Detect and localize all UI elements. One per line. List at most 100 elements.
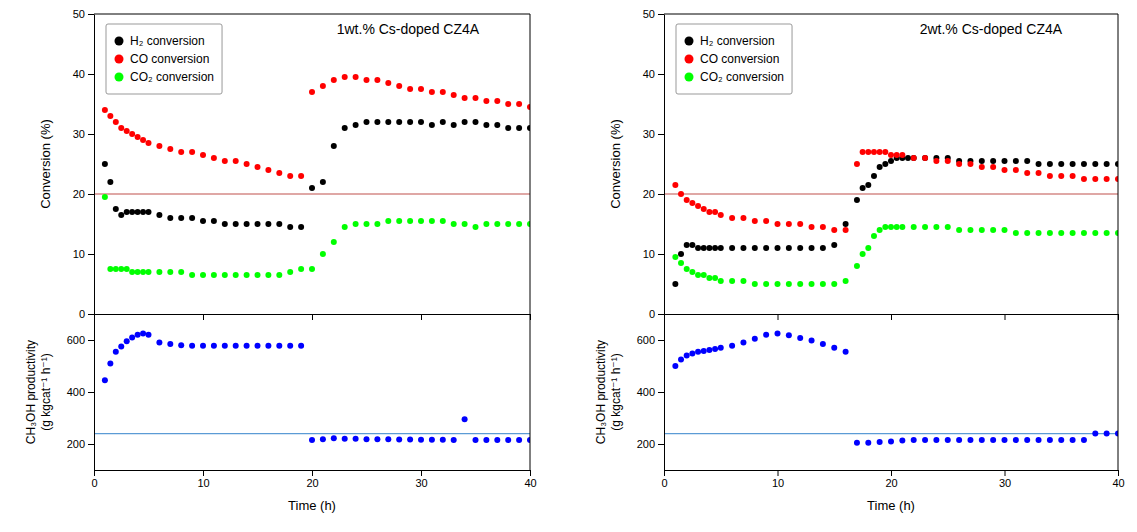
point bbox=[684, 242, 690, 248]
tick: 600 bbox=[67, 334, 94, 346]
tick-label: 10 bbox=[772, 477, 784, 489]
point bbox=[701, 206, 707, 212]
point bbox=[945, 158, 951, 164]
point bbox=[718, 212, 724, 218]
point bbox=[462, 416, 468, 422]
point bbox=[854, 440, 860, 446]
tick: 20 bbox=[643, 188, 664, 200]
point bbox=[752, 245, 758, 251]
tick-mark bbox=[88, 134, 94, 135]
point bbox=[462, 221, 468, 227]
tick-label: 40 bbox=[643, 68, 655, 80]
point bbox=[385, 80, 391, 86]
reference-line bbox=[94, 433, 530, 434]
y-axis: 200400600 bbox=[637, 315, 665, 471]
point bbox=[222, 221, 228, 227]
point bbox=[396, 218, 402, 224]
tick: 10 bbox=[73, 248, 94, 260]
tick bbox=[312, 314, 313, 320]
point bbox=[786, 245, 792, 251]
reference-line bbox=[94, 193, 530, 194]
point bbox=[672, 281, 678, 287]
point bbox=[1036, 170, 1042, 176]
point bbox=[729, 278, 735, 284]
point bbox=[922, 155, 928, 161]
point bbox=[752, 336, 758, 342]
tick-mark bbox=[891, 314, 892, 320]
point bbox=[967, 437, 973, 443]
point bbox=[956, 227, 962, 233]
tick-label: 600 bbox=[637, 334, 655, 346]
point bbox=[364, 119, 370, 125]
point bbox=[740, 215, 746, 221]
point bbox=[374, 77, 380, 83]
tick-mark bbox=[1005, 314, 1006, 320]
point bbox=[483, 221, 489, 227]
point bbox=[113, 266, 119, 272]
legend-box bbox=[676, 24, 792, 94]
point bbox=[429, 437, 435, 443]
x-axis-title: Time (h) bbox=[288, 498, 336, 513]
point bbox=[451, 122, 457, 128]
plot-area bbox=[664, 331, 1118, 446]
point bbox=[877, 439, 883, 445]
point bbox=[298, 173, 304, 179]
point bbox=[342, 74, 348, 80]
legend-swatch bbox=[115, 37, 124, 46]
tick-mark bbox=[658, 444, 664, 445]
tick: 20 bbox=[73, 188, 94, 200]
point bbox=[451, 437, 457, 443]
point bbox=[473, 95, 479, 101]
point bbox=[233, 158, 239, 164]
reference-line bbox=[664, 193, 1118, 194]
point bbox=[516, 437, 522, 443]
point bbox=[113, 206, 119, 212]
legend-box bbox=[106, 24, 222, 94]
tick bbox=[778, 314, 779, 320]
point bbox=[860, 149, 866, 155]
point bbox=[877, 164, 883, 170]
point bbox=[156, 212, 162, 218]
tick-mark bbox=[88, 74, 94, 75]
point bbox=[871, 233, 877, 239]
tick: 40 bbox=[524, 470, 536, 489]
point bbox=[374, 436, 380, 442]
point bbox=[505, 437, 511, 443]
point bbox=[786, 221, 792, 227]
point bbox=[905, 155, 911, 161]
point bbox=[786, 281, 792, 287]
point bbox=[956, 437, 962, 443]
point bbox=[809, 338, 815, 344]
tick: 0 bbox=[661, 470, 667, 489]
point bbox=[429, 89, 435, 95]
tick-mark bbox=[658, 340, 664, 341]
point bbox=[990, 437, 996, 443]
tick: 10 bbox=[772, 470, 784, 489]
point bbox=[364, 221, 370, 227]
tick: 30 bbox=[73, 128, 94, 140]
axis-line bbox=[664, 315, 665, 471]
point bbox=[945, 224, 951, 230]
legend: H₂ conversionCO conversionCO₂ conversion bbox=[676, 24, 792, 94]
tick-mark bbox=[312, 470, 313, 476]
plot-area bbox=[94, 331, 530, 444]
point bbox=[967, 161, 973, 167]
point bbox=[990, 158, 996, 164]
tick-mark bbox=[778, 470, 779, 476]
point bbox=[672, 182, 678, 188]
tick-mark bbox=[658, 392, 664, 393]
point bbox=[331, 77, 337, 83]
point bbox=[1081, 161, 1087, 167]
point bbox=[689, 242, 695, 248]
tick-label: 30 bbox=[999, 477, 1011, 489]
legend-label: CO conversion bbox=[130, 52, 209, 66]
point bbox=[718, 245, 724, 251]
point bbox=[763, 245, 769, 251]
legend-swatch bbox=[115, 73, 124, 82]
point bbox=[865, 440, 871, 446]
point bbox=[222, 158, 228, 164]
point bbox=[1092, 431, 1098, 437]
point bbox=[672, 254, 678, 260]
plot-area bbox=[94, 74, 530, 278]
tick-label: 10 bbox=[643, 248, 655, 260]
